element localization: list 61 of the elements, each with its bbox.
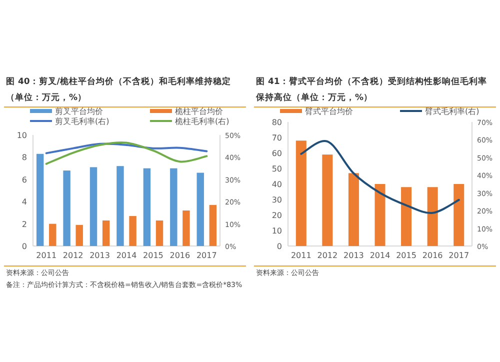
legend-label: 剪叉毛利率(右) — [55, 117, 110, 126]
bar — [90, 167, 98, 246]
chart-title: 图 40：剪叉/桅柱平台均价（不含税）和毛利率维持稳定（单位：万元，%） — [6, 76, 232, 105]
y-tick-label: 0 — [22, 242, 27, 251]
bar — [401, 187, 412, 246]
bar — [182, 210, 190, 246]
line-series — [300, 140, 460, 214]
bar — [196, 172, 204, 246]
y-tick-label: 2 — [22, 220, 27, 229]
x-tick-label: 2014 — [116, 251, 137, 260]
y-tick-label: 50 — [272, 164, 282, 174]
legend-label: 臂式毛利率(右) — [425, 107, 480, 116]
y-tick-label: 10 — [16, 131, 27, 140]
y-tick-label: 40 — [272, 180, 282, 189]
bar — [156, 220, 164, 246]
line-series — [45, 142, 208, 154]
bar — [116, 166, 124, 246]
x-tick-label: 2017 — [448, 251, 470, 260]
legend-label: 剪叉平台均价 — [55, 107, 103, 116]
bar — [143, 168, 151, 246]
x-tick-label: 2017 — [196, 251, 217, 260]
x-tick-label: 2013 — [344, 251, 364, 260]
bar — [374, 184, 386, 246]
y-tick-label: 0 — [276, 242, 282, 251]
line-series — [45, 141, 208, 165]
y-tick-label: 30 — [272, 196, 282, 204]
bar — [454, 184, 464, 246]
y-tick-label: 10 — [272, 226, 282, 236]
y-tick-label: 6 — [22, 175, 27, 184]
bar — [63, 170, 70, 246]
x-tick-label: 2015 — [396, 251, 416, 260]
bar — [36, 154, 44, 246]
bar — [348, 173, 359, 246]
legend-label: 桅柱平台均价 — [175, 107, 223, 116]
bar — [170, 168, 178, 246]
bar — [49, 224, 56, 246]
x-tick-label: 2015 — [143, 251, 164, 260]
y-tick-label: 60 — [272, 149, 282, 158]
bar — [296, 140, 306, 246]
y-tick-label: 70 — [272, 134, 282, 142]
bar — [322, 154, 333, 246]
bar — [102, 220, 110, 246]
bar — [209, 204, 217, 246]
y-tick-label: 80 — [272, 118, 282, 127]
x-tick-label: 2014 — [370, 251, 390, 260]
x-tick-label: 2012 — [62, 251, 84, 260]
bar — [427, 187, 438, 246]
x-tick-label: 2012 — [317, 251, 338, 260]
bar — [129, 216, 136, 246]
y-tick-label: 8 — [22, 153, 27, 162]
y-tick-label: 20 — [272, 211, 282, 220]
x-tick-label: 2016 — [170, 251, 190, 260]
bar — [76, 224, 83, 246]
legend-label: 臂式平台均价 — [305, 107, 353, 116]
y-tick-label: 4 — [22, 198, 27, 207]
x-tick-label: 2011 — [36, 251, 57, 260]
x-tick-label: 2011 — [290, 251, 312, 260]
legend-label: 桅柱毛利率(右) — [175, 117, 230, 126]
x-tick-label: 2016 — [422, 251, 443, 260]
chart-title: 图 41：臂式平台均价（不含税）受到结构性影响但毛利率保持高位（单位：万元，%） — [256, 76, 488, 105]
x-tick-label: 2013 — [90, 251, 110, 260]
